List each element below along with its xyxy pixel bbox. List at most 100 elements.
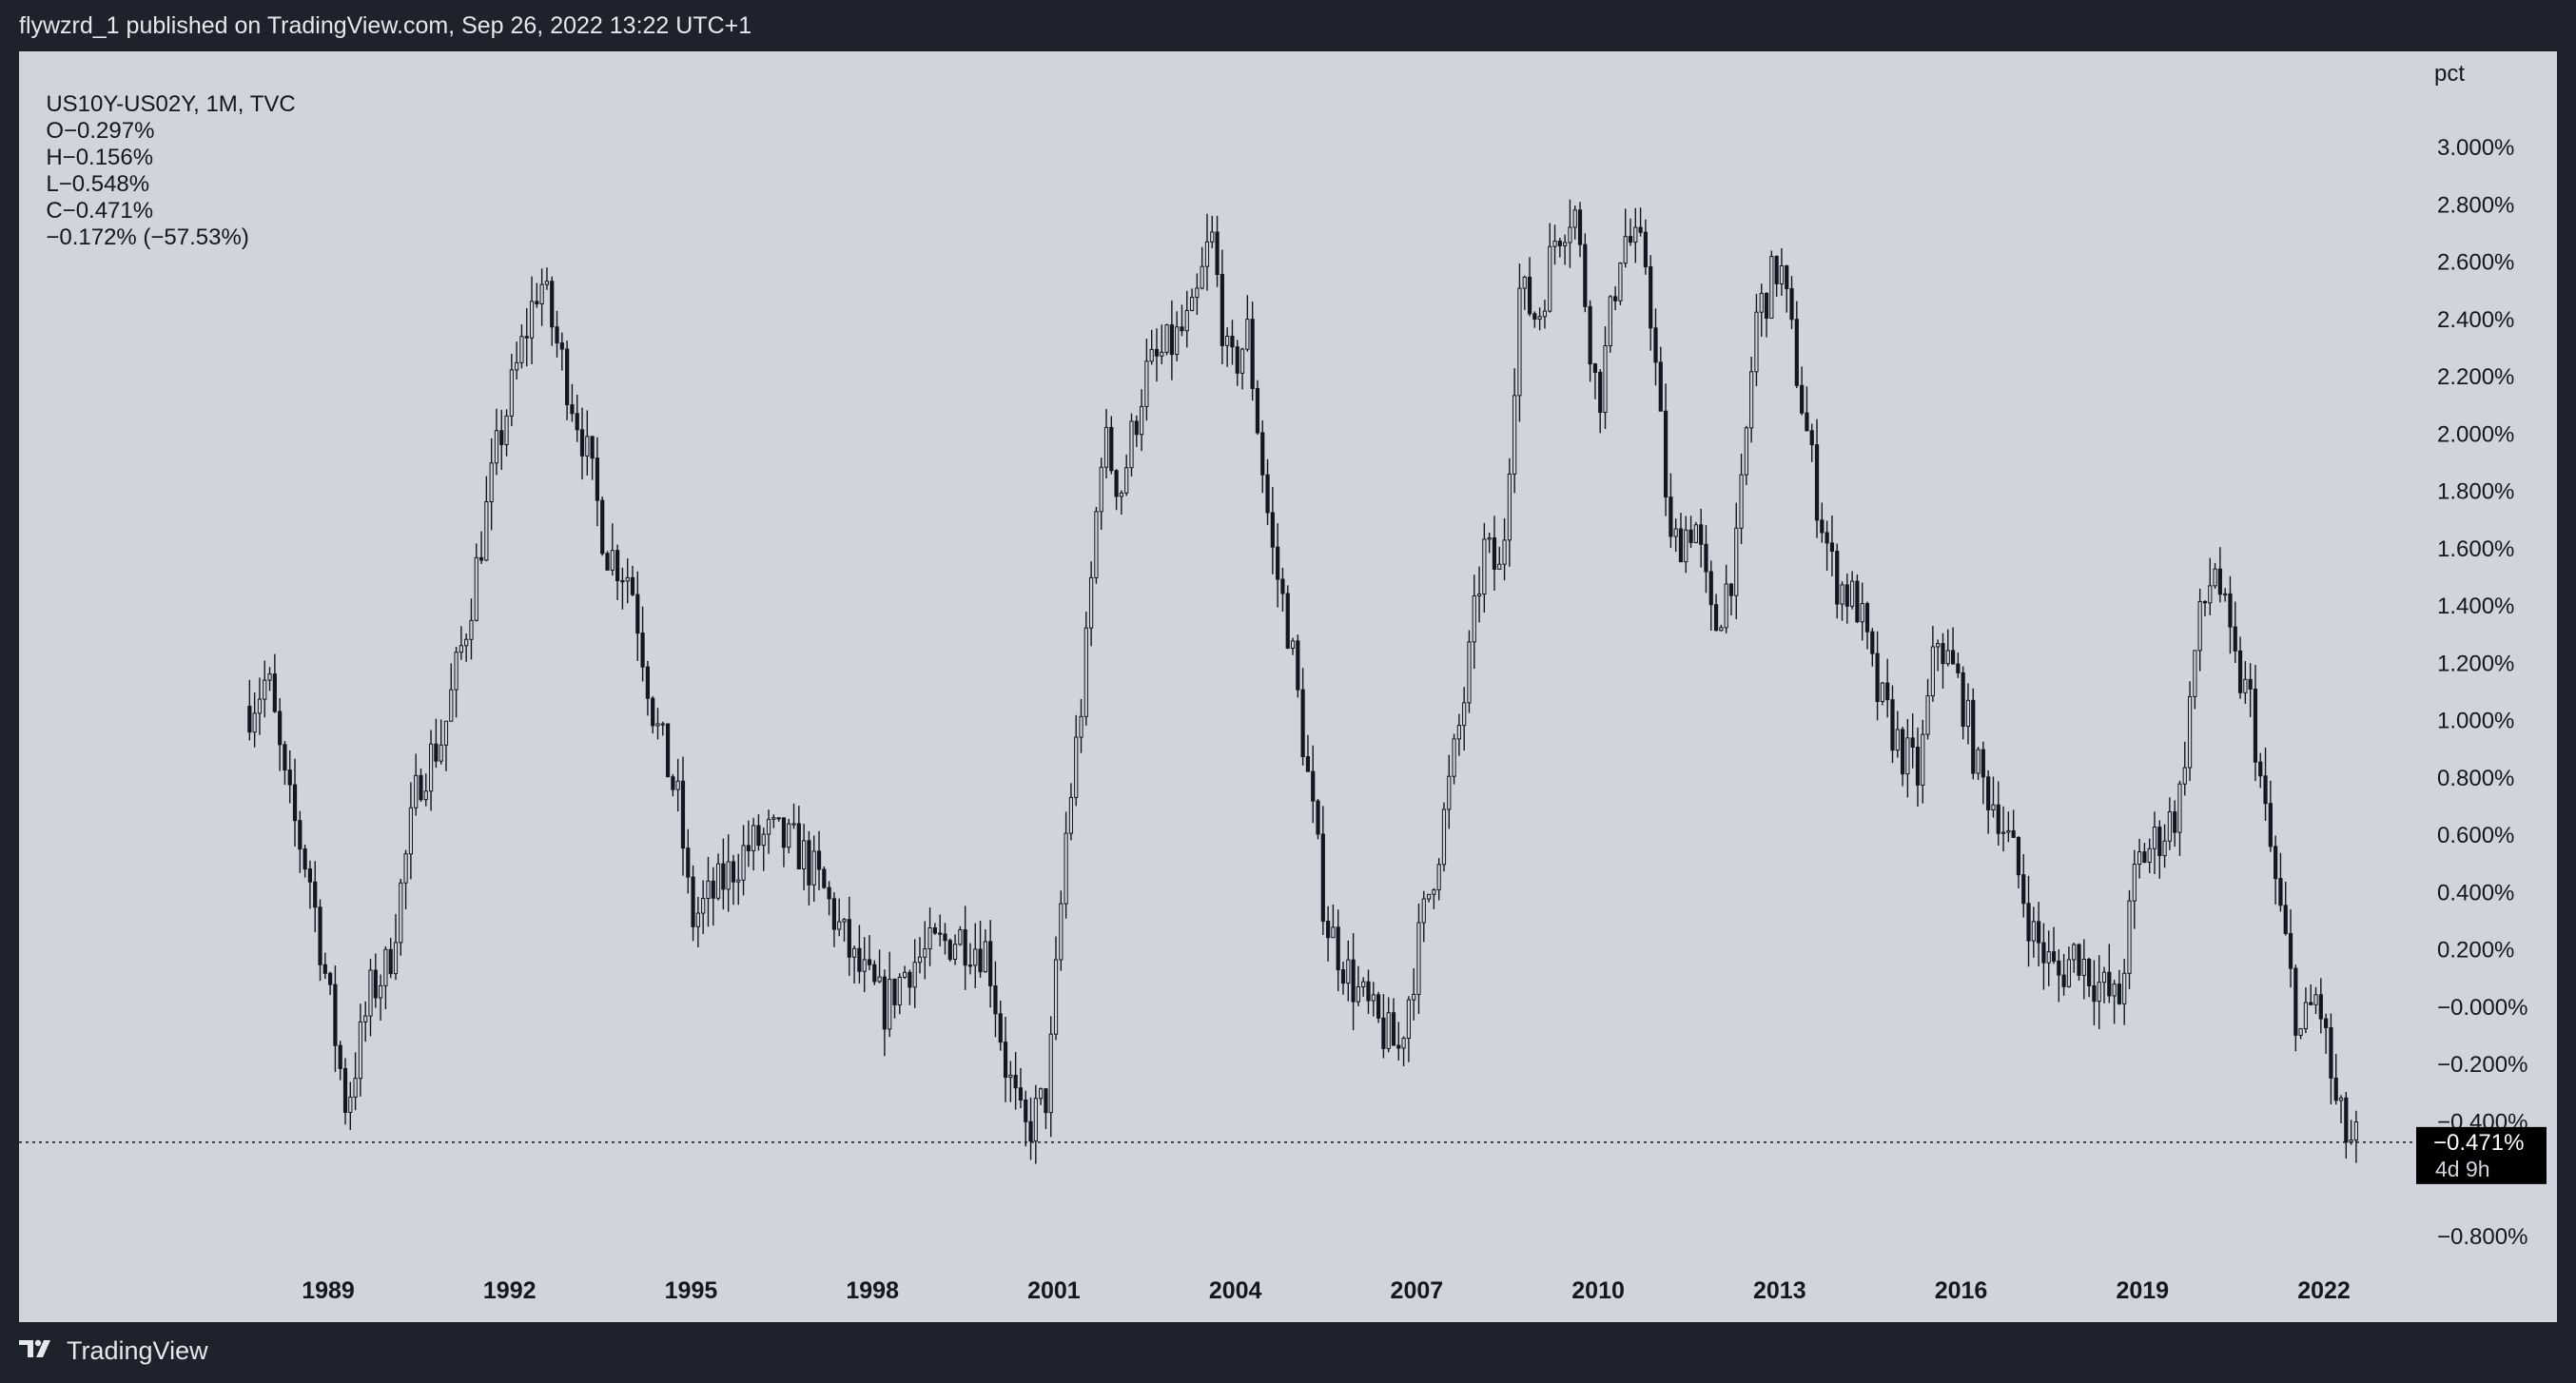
- candle-body: [791, 823, 796, 826]
- candle-body: [1381, 1017, 1386, 1049]
- candle-body: [1673, 528, 1678, 537]
- candle-body: [1452, 738, 1456, 777]
- candle-body: [943, 933, 947, 942]
- candle-body: [313, 881, 318, 908]
- candle-body: [651, 697, 655, 727]
- candle-body: [1925, 695, 1930, 735]
- candle-body: [388, 948, 393, 975]
- candle-body: [1910, 737, 1915, 749]
- candle-body: [902, 971, 907, 978]
- candle-body: [1028, 1120, 1033, 1142]
- candle-body: [1744, 427, 1748, 476]
- candle-body: [1305, 756, 1311, 772]
- candle-body: [952, 944, 958, 961]
- candle-body: [600, 499, 605, 555]
- y-tick-label: −0.800%: [2437, 1224, 2527, 1250]
- y-tick-label: 0.600%: [2437, 823, 2514, 848]
- candle-body: [993, 985, 998, 1015]
- candle-body: [2197, 600, 2202, 652]
- candle-body: [318, 906, 322, 965]
- candle-body: [1789, 287, 1794, 321]
- candle-body: [2092, 984, 2097, 1003]
- candle-body: [1658, 361, 1663, 412]
- candle-body: [1316, 800, 1320, 835]
- candle-body: [1976, 749, 1981, 774]
- y-tick-label: 2.400%: [2437, 307, 2514, 333]
- candle-body: [2283, 905, 2288, 934]
- candle-body: [1517, 287, 1522, 397]
- candle-body: [585, 436, 590, 457]
- candle-body: [1623, 236, 1628, 264]
- candle-body: [1184, 309, 1189, 332]
- candle-body: [1169, 324, 1174, 356]
- candle-body: [2041, 942, 2046, 964]
- candle-body: [1905, 737, 1910, 775]
- candle-body: [1210, 231, 1215, 243]
- candle-body: [2248, 678, 2253, 690]
- candle-body: [1129, 420, 1134, 469]
- candle-body: [2268, 803, 2273, 847]
- candle-body: [1426, 893, 1432, 900]
- candle-body: [897, 976, 902, 1005]
- candle-body: [464, 638, 469, 647]
- candle-body: [1204, 241, 1210, 267]
- candle-body: [1336, 926, 1340, 971]
- candle-body: [555, 326, 559, 344]
- candle-body: [741, 845, 746, 881]
- candle-body: [1064, 832, 1068, 905]
- candle-body: [565, 348, 570, 406]
- candle-body: [252, 712, 257, 733]
- candle-body: [1361, 981, 1366, 987]
- candle-body: [1754, 311, 1759, 373]
- candle-body: [2187, 695, 2193, 769]
- y-tick-label: −0.000%: [2437, 995, 2527, 1021]
- candle-body: [1643, 231, 1648, 267]
- candle-body: [434, 743, 439, 762]
- candle-body: [1774, 256, 1779, 284]
- candle-body: [1719, 627, 1724, 632]
- candle-body: [1835, 551, 1840, 605]
- candle-body: [1250, 319, 1255, 389]
- legend-open: O−0.297%: [46, 118, 155, 144]
- candle-body: [2217, 568, 2222, 595]
- candle-body: [938, 932, 943, 935]
- candle-body: [1764, 292, 1769, 320]
- candle-body: [2132, 864, 2137, 902]
- x-tick-label: 2013: [1753, 1277, 1806, 1304]
- candle-body: [1225, 335, 1230, 346]
- candle-body: [298, 820, 302, 850]
- candle-body: [1739, 474, 1744, 529]
- candle-body: [363, 1015, 368, 1023]
- candle-body: [1618, 263, 1623, 302]
- y-tick-label: 1.000%: [2437, 709, 2514, 734]
- y-tick-label: 1.200%: [2437, 651, 2514, 676]
- tradingview-logo-icon: [19, 1336, 57, 1366]
- candle-body: [711, 880, 715, 899]
- candle-body: [927, 927, 932, 950]
- candle-body: [1320, 833, 1325, 922]
- candle-body: [2057, 960, 2061, 976]
- y-tick-label: 0.200%: [2437, 938, 2514, 964]
- footer[interactable]: TradingView: [19, 1332, 208, 1370]
- x-tick-label: 2001: [1027, 1277, 1081, 1304]
- candle-body: [1255, 387, 1260, 434]
- candle-body: [958, 929, 963, 945]
- candle-body: [912, 962, 917, 988]
- candle-body: [1936, 643, 1941, 648]
- candles-group: [247, 199, 2359, 1164]
- x-tick-label: 1989: [302, 1277, 355, 1304]
- candle-body: [822, 868, 827, 888]
- candle-body: [1613, 296, 1618, 302]
- candle-body: [459, 645, 463, 653]
- time-axis: 1989 1992 1995 1998 2001 2004 2007 2010 2013 2016…: [302, 1277, 2351, 1304]
- candle-body: [2117, 984, 2122, 1004]
- candle-body: [967, 964, 973, 967]
- candle-body: [1986, 776, 1991, 810]
- candle-body: [1855, 580, 1860, 623]
- candle-body: [2162, 840, 2167, 857]
- candle-body: [1386, 1012, 1391, 1049]
- chart-panel[interactable]: [19, 51, 2557, 1322]
- candle-body: [1079, 715, 1083, 738]
- symbol-legend[interactable]: US10Y-US02Y, 1M, TVC O−0.297% H−0.156% L…: [33, 65, 295, 251]
